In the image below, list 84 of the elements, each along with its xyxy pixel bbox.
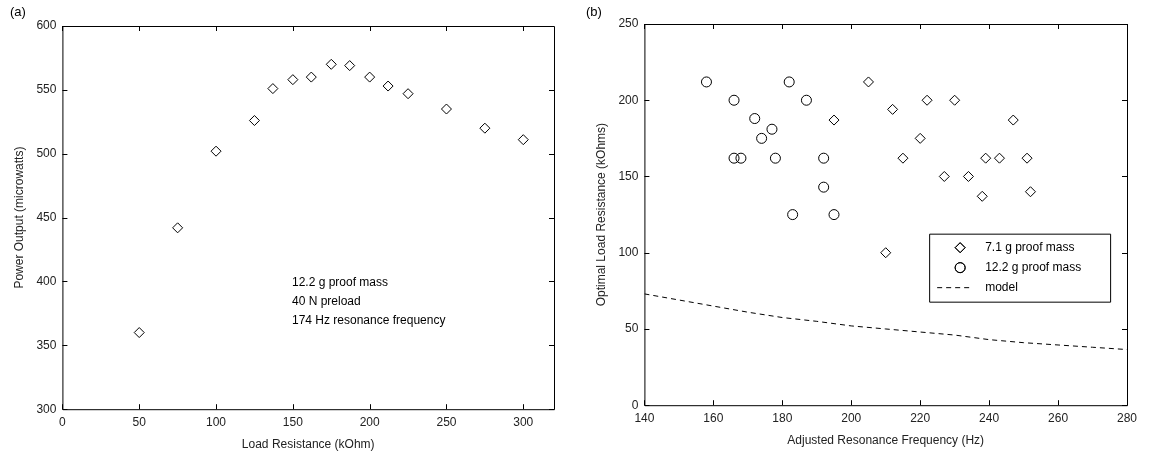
point: [1007, 114, 1019, 126]
x-tick-label: 240: [979, 410, 1000, 425]
x-tick-label: 280: [1116, 410, 1138, 425]
point: [517, 134, 529, 146]
y-tick-label: 550: [36, 82, 57, 97]
y-axis-title: Power Output (microwatts): [11, 146, 26, 289]
y-tick-label: 400: [36, 273, 57, 288]
y-tick-label: 500: [36, 146, 57, 161]
annotation: 40 N preload: [291, 294, 361, 309]
x-tick-label: 300: [513, 414, 534, 429]
point: [728, 152, 740, 164]
point: [1021, 152, 1033, 164]
x-tick-label: 140: [634, 410, 655, 425]
chart-title: (a): [10, 4, 26, 20]
y-tick-label: 150: [618, 168, 639, 183]
x-tick-label: 250: [436, 414, 457, 429]
x-tick-label: 180: [772, 410, 793, 425]
point: [914, 132, 926, 144]
point: [700, 76, 712, 88]
point: [769, 152, 781, 164]
x-tick-label: 150: [282, 414, 304, 429]
point: [938, 170, 950, 182]
y-tick-label: 350: [36, 337, 57, 352]
x-tick-label: 220: [910, 410, 931, 425]
x-tick-label: 200: [359, 414, 380, 429]
y-tick-label: 200: [618, 92, 639, 107]
point: [1024, 186, 1036, 198]
x-tick-label: 200: [841, 410, 862, 425]
y-tick-label: 250: [618, 16, 639, 31]
x-tick-label: 160: [703, 410, 724, 425]
point: [364, 71, 376, 83]
annotation: 12.2 g proof mass: [291, 275, 389, 290]
y-tick-label: 450: [36, 209, 57, 224]
x-axis-title: Adjusted Resonance Frequency (Hz): [787, 433, 985, 448]
y-axis-title: Optimal Load Resistance (kOhms): [593, 122, 608, 307]
x-axis-title: Load Resistance (kOhm): [241, 437, 375, 452]
point: [828, 114, 840, 126]
x-tick-label: 50: [132, 414, 147, 429]
point: [344, 60, 356, 72]
point: [980, 152, 992, 164]
annotation: 174 Hz resonance frequency: [291, 313, 446, 328]
y-tick-label: 50: [625, 321, 639, 336]
legend-label: 12.2 g proof mass: [985, 259, 1082, 274]
legend-label: model: [985, 279, 1018, 294]
y-tick-label: 0: [631, 397, 639, 412]
point: [305, 71, 317, 83]
point: [248, 115, 260, 127]
point: [728, 94, 740, 106]
point: [962, 170, 974, 182]
y-tick-label: 100: [618, 245, 639, 260]
point: [440, 103, 452, 115]
point: [880, 247, 892, 259]
point: [382, 80, 394, 92]
point: [949, 94, 961, 106]
point: [862, 76, 874, 88]
x-tick-label: 100: [206, 414, 227, 429]
point: [800, 94, 812, 106]
point: [766, 123, 778, 135]
point: [210, 145, 222, 157]
point: [749, 113, 761, 125]
point: [818, 152, 830, 164]
point: [735, 152, 747, 164]
point: [828, 209, 840, 221]
point: [172, 222, 184, 234]
point: [325, 58, 337, 70]
x-tick-label: 0: [59, 414, 67, 429]
point: [783, 76, 795, 88]
point: [133, 327, 145, 339]
x-tick-label: 260: [1048, 410, 1069, 425]
point: [787, 209, 799, 221]
point: [267, 83, 279, 95]
point: [976, 190, 988, 202]
chart-title: (b): [586, 4, 602, 20]
point: [287, 74, 299, 86]
point: [887, 103, 899, 115]
y-tick-label: 600: [36, 18, 57, 33]
point: [402, 88, 414, 100]
point: [921, 94, 933, 106]
point: [756, 132, 768, 144]
point: [818, 181, 830, 193]
point: [479, 122, 491, 134]
legend-label: 7.1 g proof mass: [985, 239, 1075, 254]
point: [897, 152, 909, 164]
point: [993, 152, 1005, 164]
